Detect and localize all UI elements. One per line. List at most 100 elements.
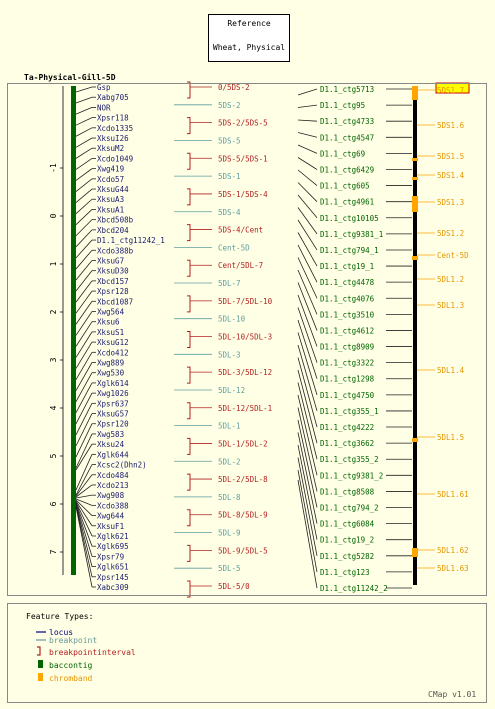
locus-label[interactable]: XksuD30 <box>97 267 129 276</box>
contig-label[interactable]: D1.1_ctg11242_2 <box>320 584 388 593</box>
contig-label[interactable]: D1.1_ctg123 <box>320 568 370 577</box>
breakpoint-interval-label[interactable]: 0/5DS-2 <box>218 83 250 92</box>
breakpoint-label[interactable]: 5DL-9 <box>218 529 241 538</box>
locus-label[interactable]: NOR <box>97 103 111 112</box>
breakpoint-label[interactable]: 5DS-5 <box>218 136 241 145</box>
contig-label[interactable]: D1.1_ctg5282 <box>320 552 374 561</box>
contig-label[interactable]: D1.1_ctg4612 <box>320 326 374 335</box>
contig-label[interactable]: D1.1_ctg6429 <box>320 165 374 174</box>
locus-label[interactable]: XksuA1 <box>97 205 124 214</box>
locus-label[interactable]: Xpsr118 <box>97 114 129 123</box>
contig-label[interactable]: D1.1_ctg5713 <box>320 85 374 94</box>
breakpoint-interval-label[interactable]: 5DS-5/5DS-1 <box>218 154 268 163</box>
locus-label[interactable]: Xglk621 <box>97 532 129 541</box>
chromband-label[interactable]: 5DS1.2 <box>437 229 464 238</box>
contig-label[interactable]: D1.1_ctg4076 <box>320 294 375 303</box>
locus-label[interactable]: Xwg908 <box>97 491 125 500</box>
locus-label[interactable]: Xcdo484 <box>97 471 129 480</box>
contig-label[interactable]: D1.1_ctg6084 <box>320 520 375 529</box>
breakpoint-label[interactable]: 5DS-2 <box>218 101 241 110</box>
chromband-label[interactable]: 5DL1.63 <box>437 564 469 573</box>
locus-label[interactable]: XksuF1 <box>97 522 124 531</box>
breakpoint-interval-label[interactable]: 5DL-1/5DL-2 <box>218 439 268 448</box>
locus-label[interactable]: Xglk614 <box>97 379 129 388</box>
locus-label[interactable]: Xcdo412 <box>97 348 129 357</box>
contig-label[interactable]: D1.1_ctg4733 <box>320 117 374 126</box>
locus-label[interactable]: D1.1_ctg11242_1 <box>97 236 165 245</box>
contig-label[interactable]: D1.1_ctg95 <box>320 101 365 110</box>
contig-label[interactable]: D1.1_ctg794_1 <box>320 246 379 255</box>
breakpoint-interval-label[interactable]: 5DL-7/5DL-10 <box>218 297 273 306</box>
breakpoint-interval-label[interactable]: 5DS-1/5DS-4 <box>218 190 268 199</box>
locus-label[interactable]: Xwg583 <box>97 430 124 439</box>
breakpoint-label[interactable]: Cent-5D <box>218 243 250 252</box>
locus-label[interactable]: Xglk644 <box>97 450 129 459</box>
locus-label[interactable]: Xpsr145 <box>97 573 129 582</box>
locus-label[interactable]: Xbcd204 <box>97 226 129 235</box>
map-title[interactable]: Ta-Physical-Gill-5D <box>24 73 116 82</box>
locus-label[interactable]: Xcdo1335 <box>97 124 133 133</box>
chromband-label[interactable]: 5DL1.61 <box>437 490 469 499</box>
chromband-label[interactable]: 5DL1.2 <box>437 275 464 284</box>
locus-label[interactable]: Xwg564 <box>97 307 125 316</box>
contig-label[interactable]: D1.1_ctg10105 <box>320 214 379 223</box>
contig-label[interactable]: D1.1_ctg4961 <box>320 198 374 207</box>
contig-label[interactable]: D1.1_ctg794_2 <box>320 504 379 513</box>
locus-label[interactable]: Xbcd1087 <box>97 297 133 306</box>
locus-label[interactable]: XksuS1 <box>97 328 124 337</box>
locus-label[interactable]: XksuM2 <box>97 144 124 153</box>
locus-label[interactable]: Xcdo388 <box>97 501 129 510</box>
contig-label[interactable]: D1.1_ctg4750 <box>320 391 375 400</box>
chromband-label[interactable]: 5DL1.5 <box>437 433 464 442</box>
locus-label[interactable]: Xksu6 <box>97 318 120 327</box>
axis-tick-label[interactable]: 6 <box>49 501 58 506</box>
locus-label[interactable]: Xpsr120 <box>97 420 129 429</box>
locus-label[interactable]: Xbcd157 <box>97 277 129 286</box>
reference-box[interactable]: Reference Wheat, Physical <box>208 14 290 62</box>
locus-label[interactable]: Xwg530 <box>97 369 125 378</box>
locus-label[interactable]: Xabg705 <box>97 93 129 102</box>
contig-label[interactable]: D1.1_ctg3662 <box>320 439 374 448</box>
breakpoint-interval-label[interactable]: 5DL-3/5DL-12 <box>218 368 272 377</box>
locus-label[interactable]: Xwg419 <box>97 165 124 174</box>
axis-tick-label[interactable]: 1 <box>49 261 58 266</box>
locus-label[interactable]: Xabc309 <box>97 583 129 592</box>
locus-label[interactable]: Xwg1026 <box>97 389 129 398</box>
locus-label[interactable]: Xcdo213 <box>97 481 129 490</box>
locus-label[interactable]: Xpsr79 <box>97 552 124 561</box>
breakpoint-interval-label[interactable]: 5DL-9/5DL-5 <box>218 546 268 555</box>
locus-label[interactable]: XksuI26 <box>97 134 129 143</box>
contig-label[interactable]: D1.1_ctg1298 <box>320 375 375 384</box>
locus-label[interactable]: XksuG7 <box>97 256 124 265</box>
chromband-label[interactable]: 5DL1.62 <box>437 546 469 555</box>
breakpoint-label[interactable]: 5DL-5 <box>218 564 241 573</box>
breakpoint-interval-label[interactable]: 5DL-2/5DL-8 <box>218 475 268 484</box>
contig-label[interactable]: D1.1_ctg9381_2 <box>320 471 383 480</box>
contig-label[interactable]: D1.1_ctg605 <box>320 182 370 191</box>
locus-label[interactable]: Xcdo388b <box>97 246 134 255</box>
locus-label[interactable]: Xglk651 <box>97 563 129 572</box>
breakpoint-interval-label[interactable]: 5DL-10/5DL-3 <box>218 333 272 342</box>
axis-tick-label[interactable]: -1 <box>49 163 58 173</box>
breakpoint-label[interactable]: 5DL-7 <box>218 279 241 288</box>
contig-label[interactable]: D1.1_ctg4547 <box>320 133 374 142</box>
contig-label[interactable]: D1.1_ctg355_2 <box>320 455 379 464</box>
chromband-label[interactable]: 5DS1.5 <box>437 152 464 161</box>
breakpoint-interval-label[interactable]: Cent/5DL-7 <box>218 261 263 270</box>
chromband-label[interactable]: 5DS1.6 <box>437 121 465 130</box>
locus-label[interactable]: Xbcd508b <box>97 216 134 225</box>
breakpoint-interval-label[interactable]: 5DL-12/5DL-1 <box>218 404 272 413</box>
breakpoint-label[interactable]: 5DS-4 <box>218 208 241 217</box>
locus-label[interactable]: XksuG12 <box>97 338 129 347</box>
breakpoint-label[interactable]: 5DL-1 <box>218 422 241 431</box>
locus-label[interactable]: XksuA3 <box>97 195 124 204</box>
locus-label[interactable]: Gsp <box>97 83 111 92</box>
contig-label[interactable]: D1.1_ctg69 <box>320 149 365 158</box>
locus-label[interactable]: Xpsr637 <box>97 399 129 408</box>
chromband-label[interactable]: 5DL1.4 <box>437 366 465 375</box>
contig-label[interactable]: D1.1_ctg19_2 <box>320 536 374 545</box>
locus-label[interactable]: Xcdo57 <box>97 175 124 184</box>
locus-label[interactable]: XksuG44 <box>97 185 129 194</box>
locus-label[interactable]: Xwg644 <box>97 512 125 521</box>
breakpoint-label[interactable]: 5DL-12 <box>218 386 245 395</box>
